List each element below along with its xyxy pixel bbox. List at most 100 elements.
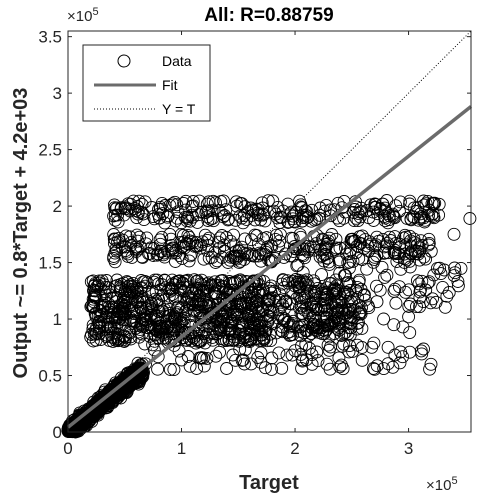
data-point: [426, 196, 440, 210]
data-point: [155, 230, 169, 244]
data-point: [248, 228, 262, 242]
chart-title: All: R=0.88759: [204, 5, 333, 26]
data-point: [292, 273, 306, 287]
data-point: [187, 273, 201, 287]
data-point: [219, 321, 233, 335]
data-point: [332, 316, 346, 330]
data-point: [417, 342, 430, 356]
y-axis-exponent: ×105: [67, 6, 99, 25]
data-point: [248, 317, 262, 331]
data-point: [213, 345, 227, 359]
data-point: [375, 260, 389, 274]
data-point: [339, 308, 353, 322]
data-point: [334, 358, 348, 372]
data-point: [325, 307, 339, 321]
plot-area-frame: [67, 30, 472, 433]
data-point: [118, 295, 132, 309]
data-point: [209, 349, 223, 363]
data-point: [144, 309, 158, 323]
data-point: [391, 250, 405, 264]
data-point: [399, 230, 413, 244]
data-point: [108, 255, 122, 269]
data-point: [320, 357, 334, 371]
data-point: [246, 274, 260, 288]
data-point: [413, 285, 427, 299]
x-exponent-base: ×10: [426, 477, 451, 494]
data-point: [424, 244, 438, 258]
data-point: [217, 280, 231, 294]
data-point: [238, 343, 252, 357]
data-point: [380, 268, 394, 282]
data-point: [143, 329, 157, 343]
data-point: [318, 318, 332, 332]
data-point: [119, 229, 133, 243]
data-point: [415, 274, 429, 288]
data-point: [208, 278, 222, 292]
data-point: [243, 316, 257, 330]
data-point: [190, 362, 204, 375]
data-point: [233, 209, 247, 223]
data-point: [158, 216, 172, 230]
data-point: [350, 280, 364, 294]
data-point: [337, 337, 351, 351]
data-point: [272, 346, 286, 360]
x-tick-label: 2: [290, 439, 299, 458]
data-point: [177, 239, 190, 253]
data-point: [415, 347, 429, 361]
data-point: [152, 320, 166, 334]
data-point: [182, 254, 196, 268]
data-point: [125, 303, 138, 317]
data-point: [291, 258, 305, 272]
data-point: [298, 289, 312, 303]
data-point: [350, 316, 364, 330]
data-point: [146, 338, 160, 352]
data-point: [335, 201, 349, 215]
data-point: [237, 281, 251, 295]
data-point: [171, 205, 185, 219]
data-point: [388, 348, 402, 362]
data-point: [355, 341, 369, 354]
data-point: [290, 291, 304, 305]
data-point: [344, 233, 358, 246]
data-point: [442, 286, 456, 299]
data-point: [387, 318, 401, 332]
data-point: [161, 320, 175, 334]
data-point: [278, 302, 291, 316]
data-point: [110, 307, 124, 321]
data-point: [261, 292, 275, 306]
data-point: [181, 211, 195, 225]
data-point: [305, 203, 319, 217]
data-point: [94, 393, 108, 406]
data-point: [189, 318, 203, 332]
data-point: [86, 322, 100, 336]
data-point: [296, 318, 310, 332]
data-point: [269, 228, 283, 242]
data-point: [378, 214, 392, 228]
data-point: [176, 277, 190, 291]
data-point: [112, 333, 126, 347]
data-point: [237, 357, 251, 371]
data-point: [160, 210, 174, 224]
data-point: [388, 247, 402, 261]
data-point: [418, 213, 432, 227]
data-point: [229, 213, 243, 227]
y-tick-label: 0: [53, 423, 62, 442]
data-point: [148, 334, 161, 348]
data-point: [145, 302, 159, 316]
data-point: [369, 198, 382, 211]
legend: Data Fit Y = T: [82, 44, 211, 122]
data-point: [174, 241, 188, 255]
data-point: [299, 337, 313, 351]
data-point: [168, 195, 182, 209]
data-point: [151, 277, 165, 291]
data-point: [226, 238, 240, 252]
data-point: [180, 303, 194, 317]
data-point: [388, 230, 402, 244]
data-point: [222, 323, 236, 337]
data-point: [332, 351, 346, 365]
data-point: [348, 303, 362, 317]
data-point: [329, 242, 343, 256]
data-point: [362, 301, 376, 315]
data-point: [146, 210, 160, 224]
data-point: [352, 252, 366, 265]
